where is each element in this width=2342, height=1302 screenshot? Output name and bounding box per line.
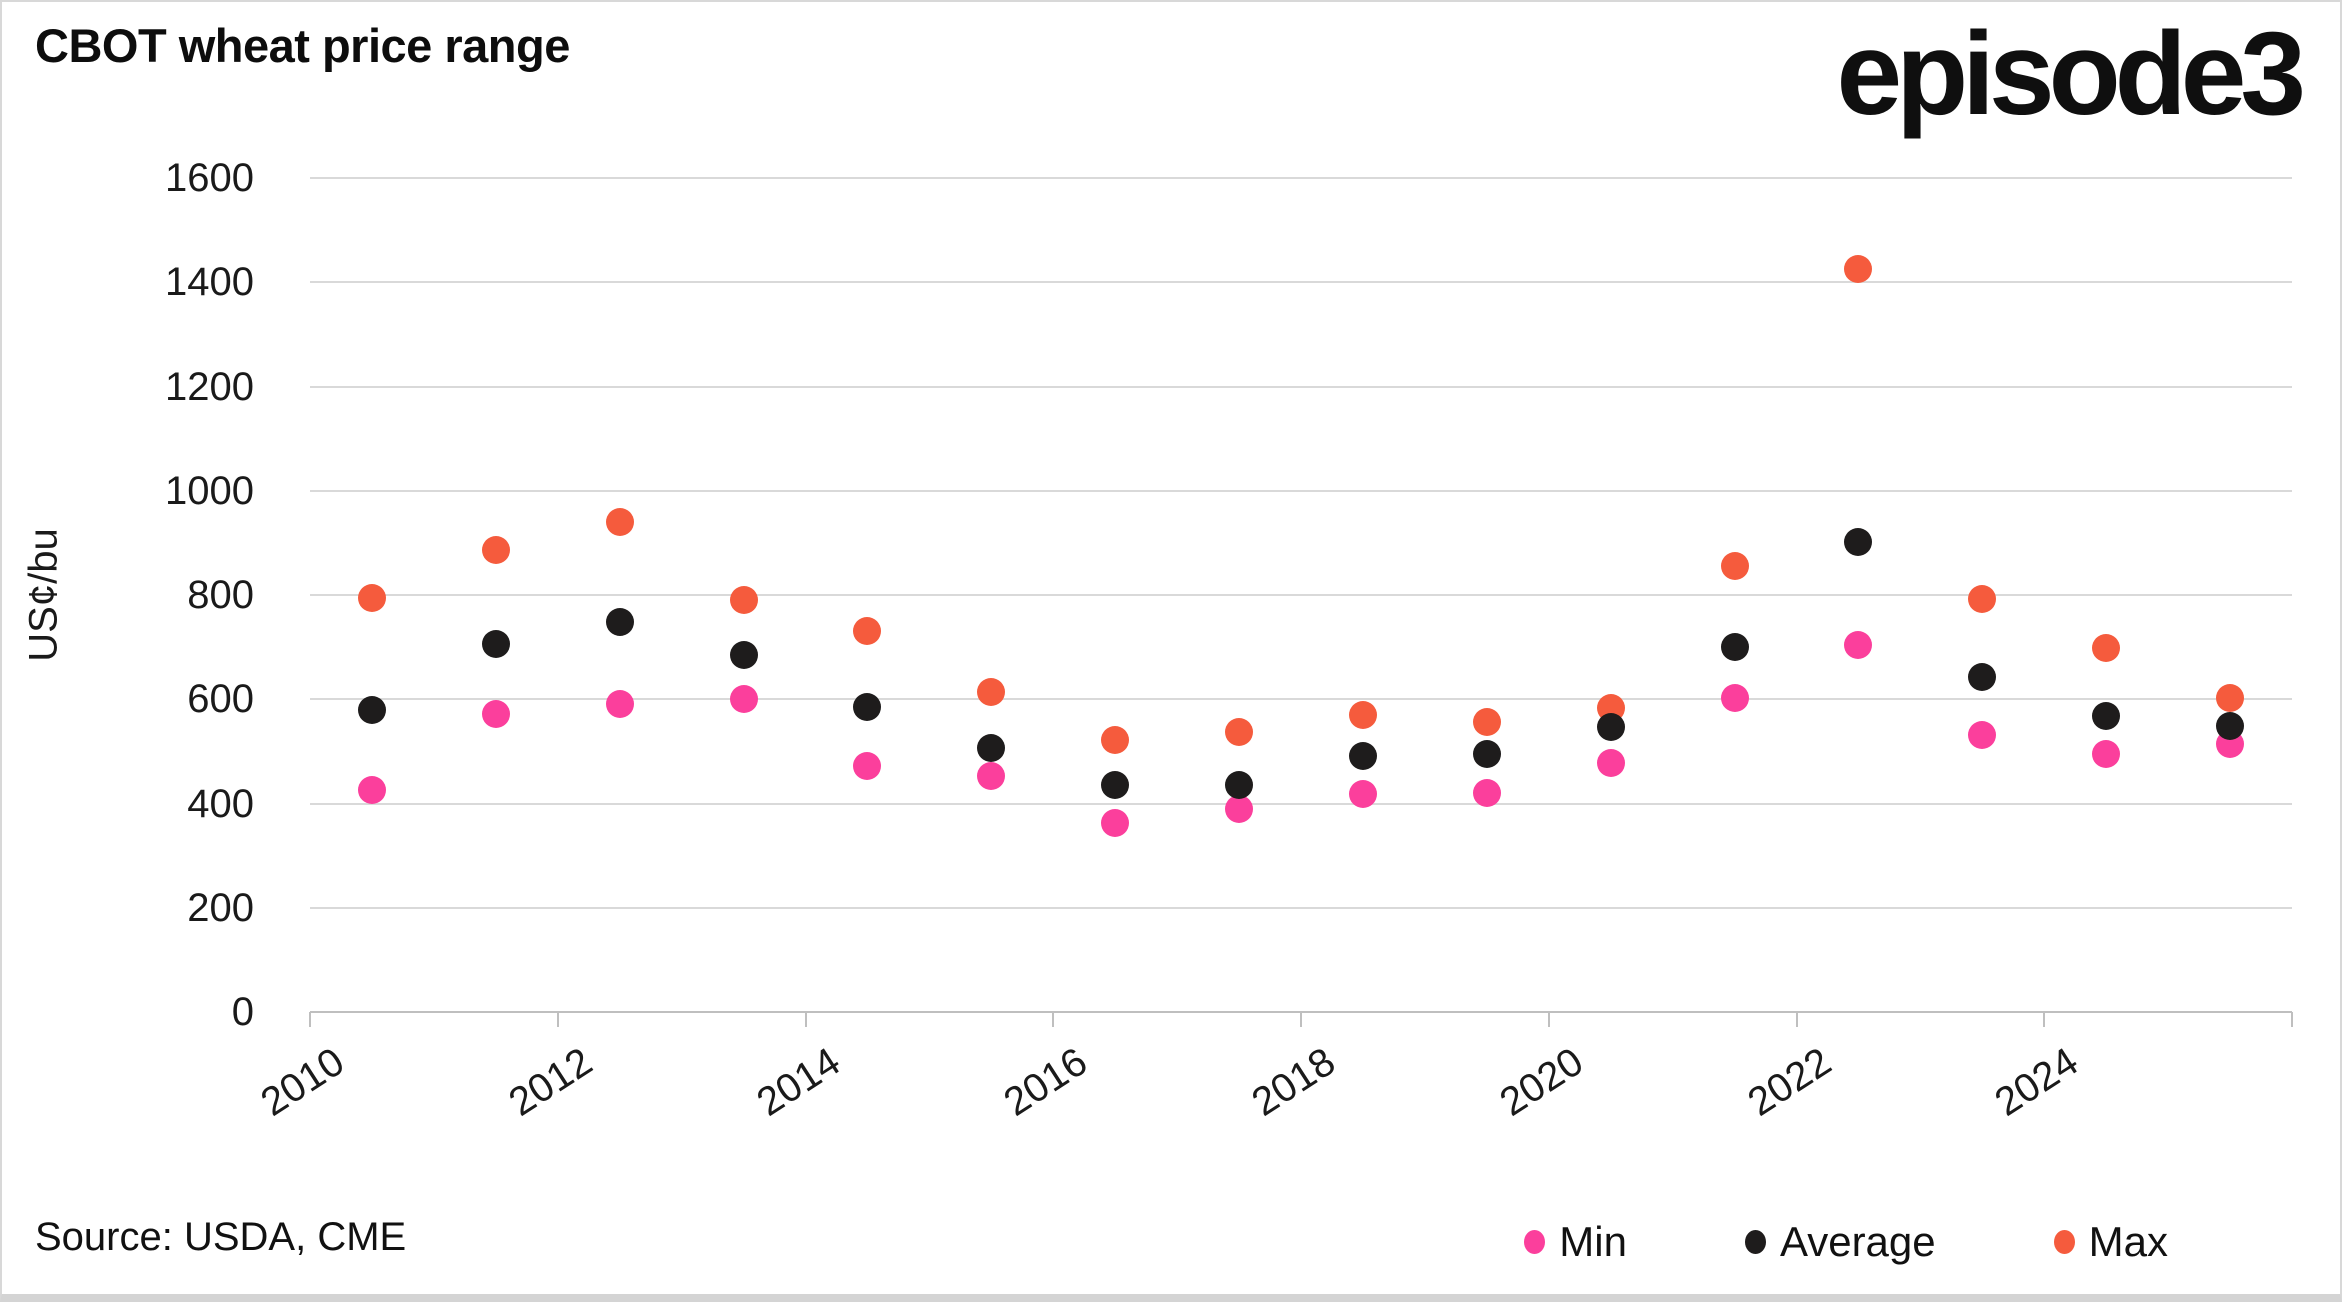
x-tick-mark (1795, 1012, 1798, 1027)
x-tick-label-2020: 2020 (1492, 1039, 1591, 1125)
gridline-600 (310, 698, 2292, 701)
dot-max-2010 (357, 583, 386, 612)
dot-min-2021 (1720, 683, 1749, 712)
legend-label: Min (1559, 1218, 1627, 1265)
dot-average-2013 (729, 641, 758, 670)
dot-min-2017 (1225, 794, 1254, 823)
legend-item-average: Average (1744, 1218, 1936, 1266)
x-tick-label-2018: 2018 (1244, 1039, 1343, 1125)
y-tick-label-200: 200 (187, 885, 254, 930)
dot-min-2020 (1596, 749, 1625, 778)
dot-max-2014 (853, 616, 882, 645)
dot-min-2010 (357, 776, 386, 805)
x-tick-label-2010: 2010 (253, 1039, 352, 1125)
dot-max-2011 (481, 536, 510, 565)
dot-min-2019 (1472, 779, 1501, 808)
dot-average-2021 (1720, 632, 1749, 661)
dot-average-2015 (977, 733, 1006, 762)
y-tick-label-0: 0 (231, 990, 254, 1034)
dot-min-2024 (2092, 739, 2121, 768)
legend-item-max: Max (2053, 1218, 2168, 1266)
x-tick-mark (309, 1012, 311, 1027)
dot-min-2023 (1968, 720, 1997, 749)
gridline-1000 (310, 489, 2292, 492)
dot-min-2012 (605, 690, 634, 719)
legend-label: Max (2088, 1218, 2168, 1265)
legend-item-min: Min (1524, 1218, 1627, 1266)
gridline-400 (310, 802, 2292, 805)
dot-min-2011 (481, 700, 510, 729)
y-tick-label-600: 600 (187, 677, 254, 722)
legend-dot-max (2053, 1230, 2075, 1254)
dot-average-2025 (2216, 711, 2245, 740)
x-tick-mark (1052, 1012, 1055, 1027)
legend-label: Average (1779, 1218, 1936, 1265)
y-tick-label-1200: 1200 (165, 364, 254, 409)
dot-min-2015 (977, 762, 1006, 791)
dot-max-2021 (1720, 552, 1749, 581)
x-tick-label-2022: 2022 (1739, 1039, 1839, 1125)
dot-min-2014 (853, 752, 882, 781)
dot-average-2017 (1225, 770, 1254, 799)
dot-average-2024 (2092, 701, 2121, 730)
gridline-1600 (310, 177, 2292, 179)
dot-min-2013 (729, 685, 758, 714)
y-tick-label-800: 800 (187, 573, 254, 617)
dot-average-2019 (1472, 739, 1501, 768)
dot-max-2025 (2216, 683, 2245, 712)
dot-max-2012 (605, 507, 634, 536)
dot-average-2020 (1596, 713, 1625, 742)
dot-max-2013 (729, 585, 758, 614)
dot-max-2017 (1225, 717, 1254, 746)
dot-max-2019 (1472, 707, 1501, 736)
dot-max-2015 (977, 678, 1006, 707)
dot-max-2024 (2092, 634, 2121, 663)
legend-dot-min (1524, 1230, 1546, 1254)
gridline-800 (310, 594, 2292, 596)
x-tick-label-2016: 2016 (996, 1039, 1096, 1125)
dot-average-2011 (481, 629, 510, 658)
gridline-200 (310, 906, 2292, 909)
x-tick-mark (804, 1012, 807, 1027)
dot-average-2022 (1844, 528, 1873, 557)
dot-max-2023 (1968, 585, 1997, 614)
dot-average-2023 (1968, 662, 1997, 691)
x-tick-label-2012: 2012 (501, 1039, 600, 1125)
x-tick-mark (1300, 1012, 1302, 1027)
legend: Min Average Max (1524, 1218, 2168, 1266)
x-tick-mark (1547, 1012, 1550, 1027)
dot-average-2018 (1348, 741, 1377, 770)
dot-min-2022 (1844, 630, 1873, 659)
y-axis-title: US¢/bu (21, 528, 66, 662)
dot-max-2022 (1844, 255, 1873, 284)
dot-average-2010 (357, 695, 386, 724)
dot-min-2018 (1348, 779, 1377, 808)
y-tick-label-1000: 1000 (165, 468, 254, 513)
dot-average-2016 (1101, 771, 1130, 800)
x-tick-mark (2043, 1012, 2046, 1027)
dot-max-2016 (1101, 725, 1130, 754)
gridline-1400 (310, 281, 2292, 284)
x-tick-label-2024: 2024 (1987, 1039, 2087, 1125)
chart-title: CBOT wheat price range (35, 19, 570, 72)
gridline-1200 (310, 385, 2292, 388)
dot-min-2016 (1101, 808, 1130, 837)
dot-max-2018 (1348, 701, 1377, 730)
x-tick-label-2014: 2014 (748, 1039, 848, 1125)
y-tick-label-1600: 1600 (165, 156, 254, 200)
x-tick-mark (2291, 1012, 2293, 1027)
y-tick-label-400: 400 (187, 781, 254, 826)
x-tick-mark (556, 1012, 559, 1027)
legend-dot-average (1744, 1230, 1766, 1254)
y-tick-label-1400: 1400 (165, 260, 254, 305)
source-note: Source: USDA, CME (35, 1215, 407, 1259)
dot-average-2014 (853, 692, 882, 721)
dot-average-2012 (605, 607, 634, 636)
episode3-logo: episode3 (1836, 8, 2306, 140)
